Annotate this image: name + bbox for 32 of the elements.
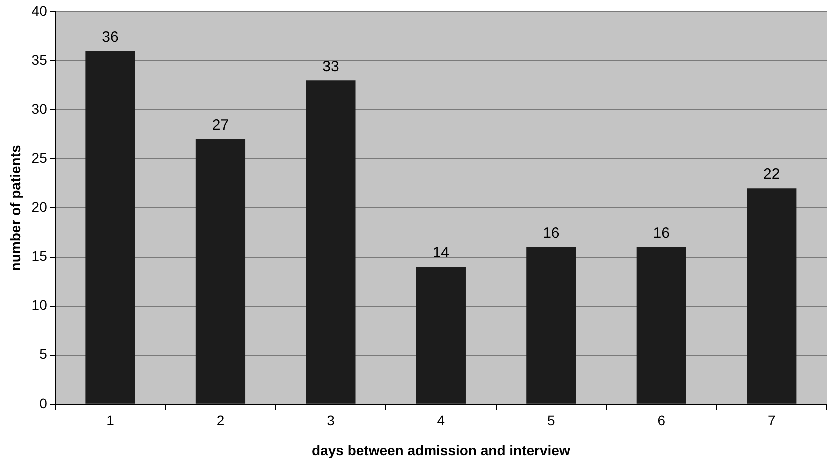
y-tick-label: 25 (32, 150, 48, 166)
y-tick-label: 30 (32, 100, 48, 117)
y-tick-label: 40 (32, 2, 48, 19)
bar (86, 51, 136, 404)
y-tick-label: 10 (32, 297, 48, 314)
x-tick-label: 4 (437, 412, 446, 429)
bar (526, 247, 576, 404)
x-tick-label: 5 (548, 412, 556, 429)
x-tick-label: 1 (106, 412, 115, 429)
bar (636, 247, 686, 404)
x-axis-title: days between admission and interview (312, 442, 570, 458)
x-tick-label: 6 (658, 412, 666, 429)
x-tick-label: 7 (768, 412, 776, 429)
x-tick-label: 3 (327, 412, 336, 429)
y-tick-label: 20 (32, 199, 48, 216)
x-tick-label: 2 (216, 412, 225, 429)
y-tick-label: 5 (40, 346, 48, 362)
y-tick-label: 35 (32, 52, 48, 68)
data-label: 22 (764, 166, 780, 184)
bar (196, 140, 246, 404)
data-label: 36 (102, 28, 119, 46)
y-axis-title: number of patients (7, 144, 24, 272)
bar (416, 267, 466, 404)
data-label: 27 (212, 117, 230, 134)
data-label: 16 (653, 225, 670, 242)
bar (747, 188, 797, 404)
data-label: 16 (543, 225, 560, 242)
data-label: 14 (432, 244, 450, 262)
y-tick-label: 15 (32, 248, 48, 264)
data-label: 33 (322, 58, 340, 76)
bar (306, 80, 356, 404)
y-tick-label: 0 (40, 395, 48, 412)
